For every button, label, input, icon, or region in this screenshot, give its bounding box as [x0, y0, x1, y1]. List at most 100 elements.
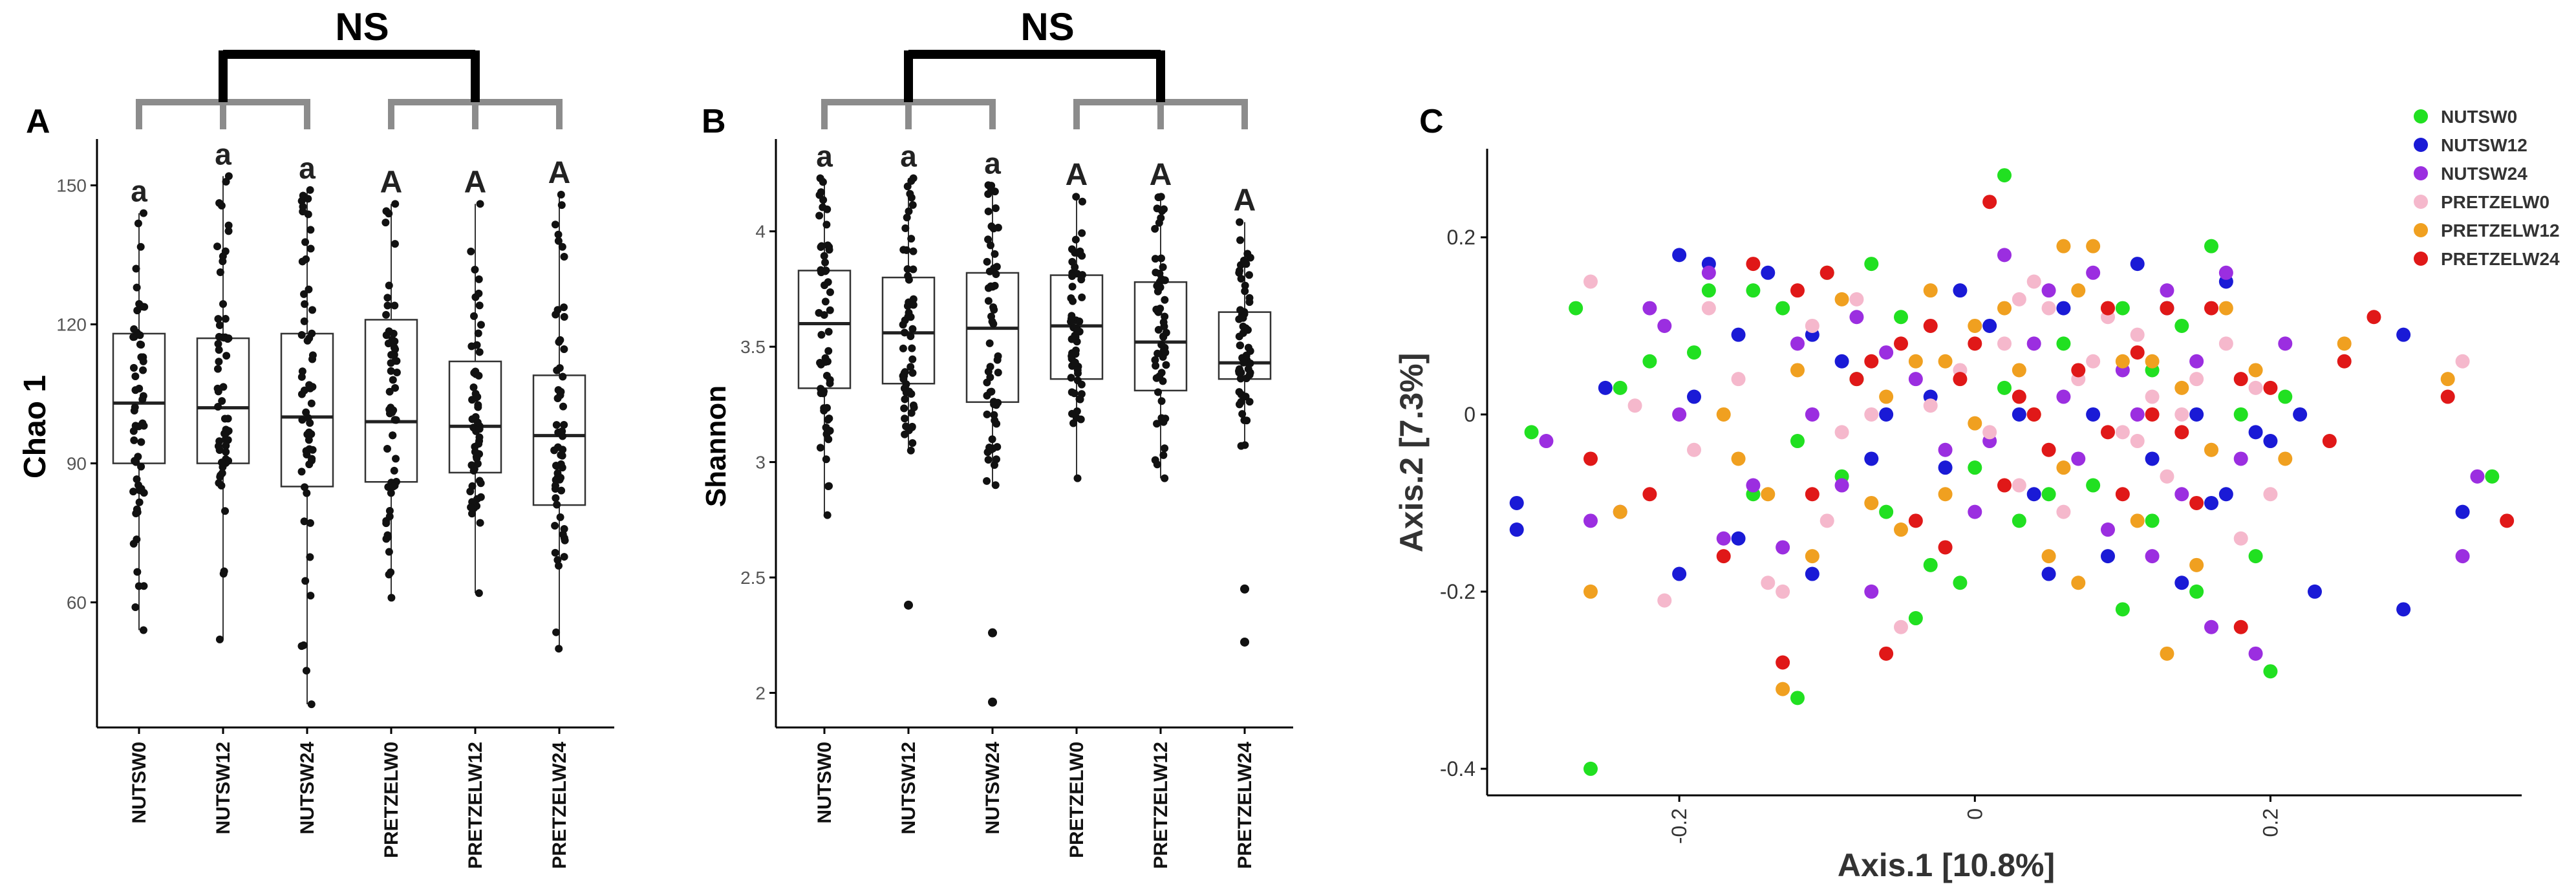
data-point — [904, 312, 912, 321]
scatter-point — [1834, 292, 1849, 307]
data-point — [551, 548, 559, 557]
scatter-point — [1864, 257, 1879, 272]
scatter-point — [2056, 336, 2071, 351]
data-point — [908, 422, 916, 431]
data-point — [224, 227, 233, 235]
data-point — [382, 331, 391, 339]
data-point — [302, 667, 310, 675]
data-point — [131, 603, 140, 612]
data-point — [1068, 245, 1076, 253]
scatter-point — [1997, 478, 2012, 493]
y-tick-label: 3 — [755, 453, 766, 473]
data-point — [307, 399, 316, 407]
data-point — [557, 387, 565, 396]
data-point — [1073, 474, 1082, 482]
scatter-point — [1923, 283, 1938, 298]
scatter-point — [1864, 451, 1879, 466]
scatter-point — [1894, 522, 1908, 537]
scatter-point — [2101, 549, 2115, 564]
scatter-point — [1583, 451, 1598, 466]
data-point — [473, 393, 482, 401]
scatter-point — [2233, 407, 2248, 422]
scatter-point — [1657, 318, 1672, 333]
data-point — [381, 219, 390, 227]
data-point — [297, 642, 306, 651]
scatter-point — [2218, 487, 2233, 502]
scatter-point — [2204, 301, 2218, 316]
scatter-point — [2248, 646, 2263, 661]
scatter-point — [1790, 691, 1805, 705]
panel-b-significance: NS — [1020, 5, 1074, 48]
panel-a-significance: NS — [335, 5, 389, 48]
data-point — [133, 307, 142, 315]
data-point — [1242, 374, 1250, 383]
scatter-point — [2396, 327, 2411, 342]
data-point — [297, 372, 306, 381]
scatter-point — [2160, 646, 2174, 661]
group-letter: a — [984, 146, 1001, 180]
data-point — [138, 395, 147, 403]
scatter-point — [1864, 495, 1879, 510]
legend-label: PRETZELW12 — [2441, 221, 2560, 241]
outlier-point — [904, 600, 913, 610]
scatter-point — [2145, 389, 2160, 404]
data-point — [1152, 361, 1160, 370]
data-point — [560, 553, 568, 561]
data-point — [824, 435, 833, 444]
scatter-point — [1642, 301, 1657, 316]
scatter-point — [2145, 451, 2160, 466]
scatter-point — [2145, 354, 2160, 369]
data-point — [899, 321, 907, 329]
x-tick-label: 0.2 — [2259, 808, 2282, 837]
scatter-point — [1672, 407, 1687, 422]
data-point — [558, 242, 566, 251]
y-tick-label: 3.5 — [740, 337, 766, 357]
scatter-point — [1776, 655, 1790, 670]
data-point — [820, 252, 828, 260]
scatter-point — [1583, 274, 1598, 289]
scatter-point — [1731, 372, 1746, 387]
data-point — [306, 226, 315, 234]
scatter-point — [1509, 495, 1524, 510]
data-point — [1067, 294, 1075, 303]
data-point — [988, 317, 996, 326]
scatter-point — [2012, 407, 2026, 422]
data-point — [131, 403, 139, 411]
scatter-point — [1613, 380, 1627, 395]
y-tick-label: 60 — [67, 593, 87, 613]
scatter-point — [1776, 584, 1790, 599]
x-tick-label: PRETZELW0 — [1066, 742, 1088, 858]
data-point — [822, 455, 830, 464]
scatter-point — [1731, 451, 1746, 466]
panel-a-brackets — [136, 50, 563, 129]
data-point — [219, 300, 228, 308]
data-point — [219, 570, 228, 578]
data-point — [901, 224, 910, 232]
data-point — [215, 346, 223, 354]
data-point — [218, 397, 226, 405]
outlier-point — [988, 697, 997, 707]
y-tick-label: 2.5 — [740, 568, 766, 588]
data-point — [555, 338, 563, 346]
data-point — [215, 479, 223, 487]
data-point — [1236, 306, 1245, 314]
data-point — [1068, 312, 1076, 320]
data-point — [467, 247, 475, 255]
x-tick-label: NUTSW0 — [129, 742, 150, 824]
data-point — [985, 267, 994, 275]
data-point — [1151, 224, 1159, 233]
data-point — [1241, 287, 1249, 296]
scatter-point — [2440, 389, 2455, 404]
data-point — [139, 353, 147, 361]
scatter-point — [2485, 469, 2500, 484]
data-point — [1155, 219, 1163, 227]
scatter-point — [2440, 372, 2455, 387]
scatter-point — [1701, 283, 1716, 298]
scatter-point — [1583, 513, 1598, 528]
scatter-point — [2189, 354, 2204, 369]
data-point — [560, 345, 568, 353]
scatter-point — [1894, 310, 1908, 325]
data-point — [306, 244, 315, 253]
scatter-point — [1938, 460, 1953, 475]
